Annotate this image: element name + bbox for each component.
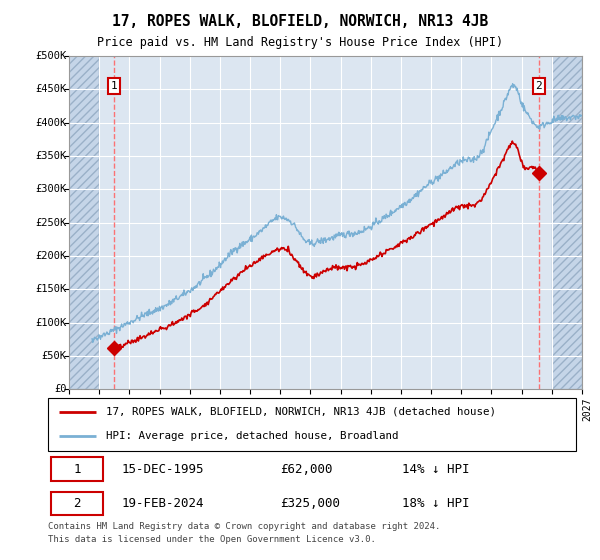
FancyBboxPatch shape [50, 458, 103, 480]
Bar [69, 56, 99, 389]
Text: 1995: 1995 [99, 398, 109, 421]
Text: 17, ROPES WALK, BLOFIELD, NORWICH, NR13 4JB: 17, ROPES WALK, BLOFIELD, NORWICH, NR13 … [112, 14, 488, 29]
Text: 2009: 2009 [310, 398, 320, 421]
FancyBboxPatch shape [48, 398, 576, 451]
Text: 2013: 2013 [371, 398, 381, 421]
Text: This data is licensed under the Open Government Licence v3.0.: This data is licensed under the Open Gov… [48, 535, 376, 544]
Text: 2001: 2001 [190, 398, 200, 421]
Text: £300K: £300K [35, 184, 67, 194]
Text: 2005: 2005 [250, 398, 260, 421]
Text: £100K: £100K [35, 318, 67, 328]
Text: £400K: £400K [35, 118, 67, 128]
Text: HPI: Average price, detached house, Broadland: HPI: Average price, detached house, Broa… [106, 431, 398, 441]
Text: £325,000: £325,000 [280, 497, 340, 510]
Text: 2003: 2003 [220, 398, 230, 421]
Text: £500K: £500K [35, 51, 67, 61]
FancyBboxPatch shape [50, 492, 103, 515]
Text: 1: 1 [73, 463, 81, 475]
Text: £62,000: £62,000 [280, 463, 333, 475]
Text: 2027: 2027 [582, 398, 592, 421]
Text: 14% ↓ HPI: 14% ↓ HPI [402, 463, 469, 475]
Text: 2025: 2025 [552, 398, 562, 421]
Text: 2: 2 [535, 81, 542, 91]
Text: £450K: £450K [35, 85, 67, 94]
Text: £50K: £50K [41, 351, 67, 361]
Text: 2011: 2011 [341, 398, 350, 421]
Text: 2015: 2015 [401, 398, 411, 421]
Text: 2021: 2021 [491, 398, 502, 421]
Text: 2023: 2023 [521, 398, 532, 421]
Text: £250K: £250K [35, 218, 67, 227]
Text: Contains HM Land Registry data © Crown copyright and database right 2024.: Contains HM Land Registry data © Crown c… [48, 522, 440, 531]
Text: 2017: 2017 [431, 398, 441, 421]
Text: Price paid vs. HM Land Registry's House Price Index (HPI): Price paid vs. HM Land Registry's House … [97, 36, 503, 49]
Text: 1993: 1993 [69, 398, 79, 421]
Bar [552, 56, 582, 389]
Text: 17, ROPES WALK, BLOFIELD, NORWICH, NR13 4JB (detached house): 17, ROPES WALK, BLOFIELD, NORWICH, NR13 … [106, 407, 496, 417]
Text: £0: £0 [54, 384, 67, 394]
Text: 1997: 1997 [130, 398, 139, 421]
Text: 2007: 2007 [280, 398, 290, 421]
Text: 1: 1 [110, 81, 117, 91]
Text: £150K: £150K [35, 284, 67, 294]
Text: 15-DEC-1995: 15-DEC-1995 [122, 463, 205, 475]
Text: 2: 2 [73, 497, 81, 510]
Text: £350K: £350K [35, 151, 67, 161]
Text: 18% ↓ HPI: 18% ↓ HPI [402, 497, 469, 510]
Text: 2019: 2019 [461, 398, 471, 421]
Text: £200K: £200K [35, 251, 67, 261]
Text: 1999: 1999 [160, 398, 170, 421]
Text: 19-FEB-2024: 19-FEB-2024 [122, 497, 205, 510]
